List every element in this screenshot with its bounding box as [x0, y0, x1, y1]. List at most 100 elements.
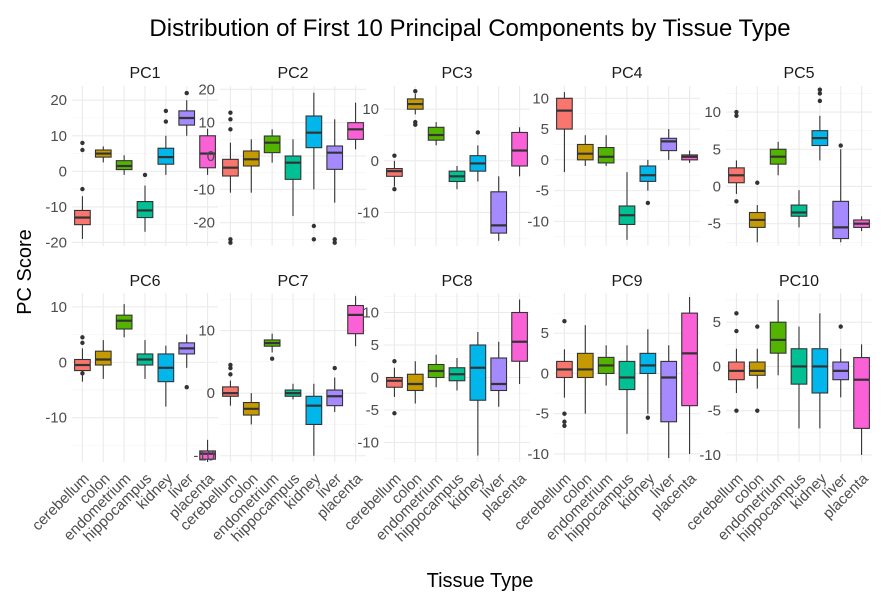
y-tick-label: -10 — [357, 204, 379, 221]
box-endometrium — [427, 122, 445, 146]
box-body — [326, 389, 344, 407]
box-body — [748, 361, 766, 376]
box-body — [305, 395, 323, 425]
panel-pc6: -10010PC6cerebellumcolonendometriumhippo… — [29, 273, 219, 545]
box-hippocampus — [284, 383, 302, 400]
panel-pc7: -10010PC7cerebellumcolonendometriumhippo… — [177, 273, 367, 545]
box-body — [490, 191, 508, 234]
outlier-point — [332, 365, 337, 371]
box-endometrium — [115, 155, 133, 175]
outlier-point — [734, 199, 739, 204]
y-tick-label: -10 — [45, 199, 67, 216]
box-kidney — [157, 108, 175, 175]
box-kidney — [305, 92, 323, 242]
outlier-point — [269, 356, 275, 361]
y-tick-label: 0 — [371, 153, 379, 170]
y-tick-label: -10 — [45, 410, 67, 427]
outlier-point — [838, 324, 843, 329]
box-colon — [748, 180, 766, 243]
box-colon — [576, 325, 594, 414]
outlier-point — [755, 324, 760, 329]
y-tick-label: 0 — [59, 354, 67, 371]
outlier-point — [755, 180, 760, 185]
box-body — [769, 321, 787, 354]
outlier-point — [80, 147, 85, 153]
y-tick-label: 20 — [50, 92, 67, 109]
y-tick-label: -20 — [193, 215, 215, 232]
box-kidney — [811, 87, 829, 161]
facet-label-pc5: PC5 — [783, 65, 814, 82]
box-hippocampus — [136, 172, 154, 232]
box-cerebellum — [556, 92, 573, 173]
outlier-point — [142, 172, 148, 178]
outlier-point — [80, 340, 85, 346]
box-endometrium — [115, 304, 133, 338]
outlier-point — [80, 140, 85, 146]
box-body — [576, 352, 594, 379]
y-tick-label: -20 — [45, 234, 67, 251]
y-tick-label: 0 — [713, 178, 721, 195]
box-hippocampus — [448, 166, 466, 190]
box-placenta — [347, 102, 364, 150]
y-axis-title: PC Score — [14, 229, 36, 315]
box-body — [427, 126, 445, 141]
outlier-point — [562, 419, 567, 424]
facet-label-pc2: PC2 — [277, 65, 308, 82]
panel-pc3: -10 0 10 PC3 — [357, 65, 530, 246]
panel-pc8: -10-50510PC8cerebellumcolonendometriumhi… — [341, 273, 531, 545]
box-kidney — [469, 130, 487, 182]
box-hippocampus — [136, 340, 154, 379]
y-tick-label: 0 — [713, 358, 721, 375]
box-colon — [406, 88, 424, 127]
box-body — [199, 450, 216, 460]
box-liver — [178, 334, 196, 390]
box-endometrium — [427, 354, 445, 388]
y-tick-label: 5 — [371, 337, 379, 354]
y-tick-label: 0 — [541, 152, 549, 169]
box-body — [511, 131, 528, 167]
box-body — [284, 155, 302, 180]
box-endometrium — [263, 333, 281, 361]
outlier-point — [645, 415, 651, 420]
y-tick-label: -10 — [699, 447, 721, 464]
box-placenta — [853, 216, 870, 232]
box-kidney — [305, 383, 323, 456]
outlier-point — [228, 365, 233, 371]
y-tick-label: 0 — [541, 365, 549, 382]
y-tick-label: 10 — [362, 305, 379, 322]
outlier-point — [80, 186, 85, 192]
outlier-point — [184, 384, 189, 390]
box-kidney — [639, 329, 657, 420]
box-body — [811, 348, 829, 394]
x-axis-title: Tissue Type — [427, 570, 534, 592]
outlier-point — [817, 87, 823, 92]
box-colon — [94, 340, 112, 379]
panel-pc1: -20 -10 0 10 20 PC1 — [45, 65, 218, 251]
box-body — [386, 168, 403, 177]
outlier-point — [228, 362, 233, 368]
outlier-point — [228, 237, 233, 242]
box-body — [222, 386, 239, 397]
outlier-point — [734, 311, 739, 316]
box-kidney — [639, 159, 657, 206]
box-hippocampus — [618, 172, 636, 240]
outlier-point — [392, 153, 397, 158]
y-tick-label: 0 — [371, 370, 379, 387]
y-tick-label: -10 — [193, 448, 215, 465]
outlier-point — [228, 110, 233, 115]
outlier-point — [562, 318, 567, 324]
box-placenta — [199, 128, 216, 175]
box-liver — [178, 90, 196, 136]
outlier-point — [80, 335, 85, 340]
y-tick-label: -10 — [527, 446, 549, 463]
outlier-point — [392, 187, 397, 192]
outlier-point — [734, 328, 739, 334]
y-tick-label: 10 — [704, 104, 721, 121]
box-endometrium — [263, 129, 281, 163]
outlier-point — [228, 117, 233, 122]
box-cerebellum — [386, 359, 403, 416]
box-liver — [326, 365, 344, 412]
facet-panels: -20-1001020PC1-20-1001020PC2-10010PC3-10… — [29, 65, 873, 545]
facet-label-pc9: PC9 — [611, 273, 642, 290]
box-hippocampus — [448, 358, 466, 391]
